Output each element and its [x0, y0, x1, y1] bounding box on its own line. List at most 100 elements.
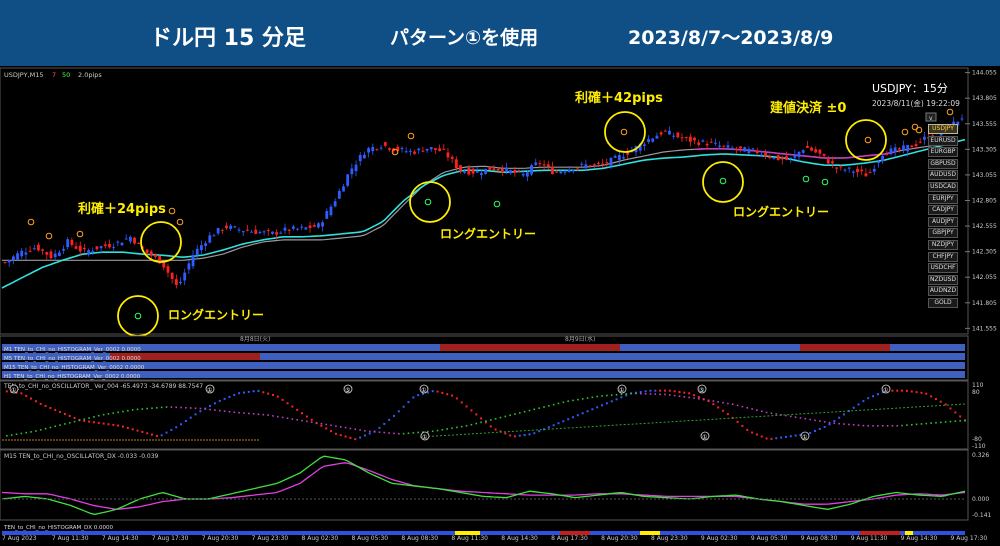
- osc-dot: [271, 393, 274, 396]
- chart-svg[interactable]: 144.055 143.805 143.555 143.305 143.055 142.8…: [0, 66, 1000, 542]
- candle-body: [3, 262, 7, 264]
- oscillator-label: TEN_to_CHI_no_OSCILLATOR_ Ver_004 -65.49…: [3, 383, 203, 390]
- osc2-dot: [557, 402, 560, 405]
- osc-dot: [528, 433, 531, 436]
- osc2-dot: [751, 408, 753, 410]
- symbol-button-eurgbp[interactable]: EURGBP: [928, 147, 958, 158]
- symbol-button-nzdusd[interactable]: NZDUSD: [928, 274, 958, 285]
- dx-magenta-line: [1, 462, 966, 510]
- candle-body: [237, 229, 241, 231]
- osc-dot: [228, 395, 231, 398]
- osc-dot: [533, 432, 536, 435]
- osc-dot: [726, 413, 729, 416]
- symbol-button-gbpusd[interactable]: GBPUSD: [928, 158, 958, 169]
- buy-signal: [134, 312, 142, 320]
- osc-dot: [422, 392, 425, 395]
- tp1-label: 利確＋24pips: [78, 201, 166, 217]
- entry3-label: ロングエントリー: [733, 204, 829, 219]
- tp1-circle: [140, 221, 182, 263]
- osc-dot: [557, 422, 560, 425]
- candle-body: [496, 168, 500, 171]
- osc-dot: [242, 391, 245, 394]
- osc-dot: [209, 404, 212, 407]
- symbol-button-audjpy[interactable]: AUDJPY: [928, 216, 958, 227]
- osc2-dot: [368, 430, 371, 433]
- symbol-button-usdchf[interactable]: USDCHF: [928, 263, 958, 274]
- symbol-button-nzdjpy[interactable]: NZDJPY: [928, 240, 958, 250]
- symbol-button-audusd[interactable]: AUDUSD: [928, 170, 958, 181]
- osc-dot: [857, 403, 860, 406]
- candle-body: [421, 150, 425, 152]
- candle-body: [475, 171, 479, 173]
- osc-dot: [441, 391, 444, 394]
- osc-dot: [175, 426, 178, 429]
- x-tick-label: 9 Aug 08:30: [801, 535, 838, 542]
- candle-body: [509, 170, 513, 174]
- osc2-dot: [6, 435, 8, 437]
- ma-slow-line: [1, 138, 966, 289]
- osc-dot: [484, 421, 487, 424]
- osc-dot: [746, 428, 749, 431]
- candle-body: [154, 254, 157, 257]
- candle-body: [722, 145, 726, 147]
- symbol-button-usdcad[interactable]: USDCAD: [928, 182, 958, 192]
- banner-pattern: パターン①を使用: [390, 27, 539, 49]
- osc2-dot: [146, 407, 148, 410]
- osc2-dot: [828, 421, 831, 424]
- candle-body: [413, 151, 416, 154]
- osc-dot: [112, 423, 115, 426]
- candle-body: [187, 263, 191, 270]
- candle-body: [149, 251, 153, 256]
- osc2-dot: [156, 407, 158, 409]
- candle-body: [676, 132, 680, 138]
- candle-body: [693, 137, 696, 141]
- osc2-dot: [833, 422, 836, 425]
- candle-body: [793, 154, 797, 158]
- symbol-button-chfjpy[interactable]: CHFJPY: [928, 251, 958, 262]
- osc-dot: [460, 401, 463, 404]
- osc2-dot: [688, 396, 690, 399]
- osc-dot: [281, 398, 284, 401]
- candle-body: [49, 251, 53, 259]
- symbol-button-usdjpy[interactable]: USDJPY: [928, 124, 958, 134]
- symbol-button-eurjpy[interactable]: EURJPY: [928, 193, 958, 204]
- osc2-dot: [664, 393, 666, 396]
- signal-markers: [27, 108, 954, 320]
- osc2-dot: [538, 407, 540, 409]
- info-title: USDJPY：15分: [872, 82, 948, 95]
- hist-dx-base: [2, 531, 965, 535]
- symbol-button-cadjpy[interactable]: CADJPY: [928, 205, 958, 216]
- osc-dot: [455, 397, 458, 400]
- symbol-button-audnzd[interactable]: AUDNZD: [928, 286, 958, 297]
- osc-marker-ring: [9, 384, 19, 394]
- candle-body: [492, 168, 496, 171]
- osc2-dot: [402, 432, 405, 435]
- candle-body: [538, 163, 542, 165]
- symbol-button-gold[interactable]: GOLD: [928, 298, 958, 308]
- osc-dot: [34, 400, 37, 403]
- osc-dot: [663, 389, 666, 392]
- osc-dot: [615, 398, 618, 401]
- osc2-dot: [88, 417, 90, 419]
- osc2-dot: [712, 400, 715, 402]
- mt4-chart-window[interactable]: 144.055 143.805 143.555 143.305 143.055 142.8…: [0, 66, 1000, 542]
- candle-body: [41, 249, 45, 251]
- osc-dot: [180, 423, 183, 426]
- osc2-dot: [843, 423, 845, 425]
- osc2-dot: [325, 423, 328, 426]
- osc-dot: [697, 396, 700, 399]
- symbol-button-eurusd[interactable]: EURUSD: [928, 135, 958, 146]
- candle-body: [580, 163, 584, 165]
- candle-body: [567, 169, 571, 172]
- osc2-dot: [301, 419, 303, 422]
- osc-dot: [707, 400, 710, 403]
- osc2-dot: [867, 425, 870, 427]
- osc2-dot: [383, 431, 386, 434]
- osc-marker-ring: [419, 384, 429, 394]
- mini-dropdown[interactable]: [925, 112, 937, 122]
- buy-signal: [821, 178, 829, 186]
- symbol-button-gbpjpy[interactable]: GBPJPY: [928, 228, 958, 239]
- osc2-dot: [944, 421, 947, 423]
- sell-signal: [391, 148, 399, 156]
- candle-body: [638, 143, 642, 151]
